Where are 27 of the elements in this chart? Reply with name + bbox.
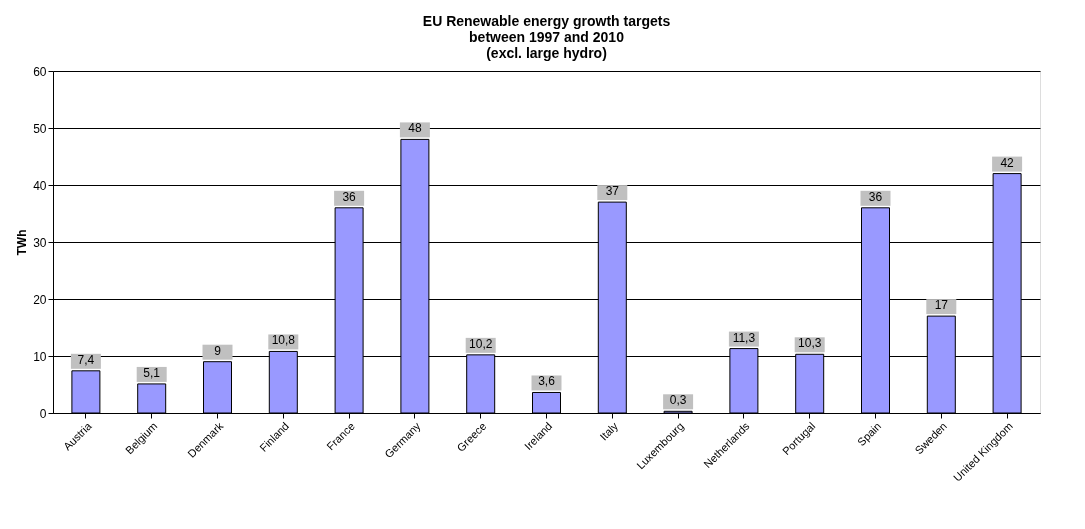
data-label: 3,6: [538, 374, 556, 389]
x-tick-label: Italy: [597, 419, 621, 443]
y-tick-label: 10: [33, 349, 47, 364]
data-label: 10,3: [798, 336, 822, 351]
data-label: 11,3: [732, 330, 756, 345]
data-label: 17: [934, 298, 949, 313]
text: (excl. large hydro): [486, 45, 607, 61]
data-label: 42: [1000, 155, 1015, 170]
y-tick-label: 50: [33, 121, 47, 136]
data-label: 10,2: [469, 336, 493, 351]
text: EU Renewable energy growth targets: [422, 13, 671, 29]
data-label: 36: [868, 189, 883, 204]
y-tick-label: 20: [33, 292, 47, 307]
text: between 1997 and 2010: [469, 29, 624, 45]
data-label: 9: [214, 343, 222, 358]
data-label: 48: [408, 121, 422, 136]
data-label: 5,1: [143, 365, 161, 380]
data-label: 0,3: [669, 393, 687, 408]
y-tick-label: 30: [33, 235, 47, 250]
y-tick-label: 40: [33, 178, 47, 193]
y-tick-label: 60: [33, 64, 47, 79]
y-tick-label: 0: [39, 406, 47, 421]
data-label: 36: [342, 189, 357, 204]
data-label: 10,8: [271, 333, 296, 348]
y-axis-title: TWh: [15, 229, 30, 256]
data-label: 37: [605, 184, 620, 199]
data-label: 7,4: [77, 352, 95, 367]
